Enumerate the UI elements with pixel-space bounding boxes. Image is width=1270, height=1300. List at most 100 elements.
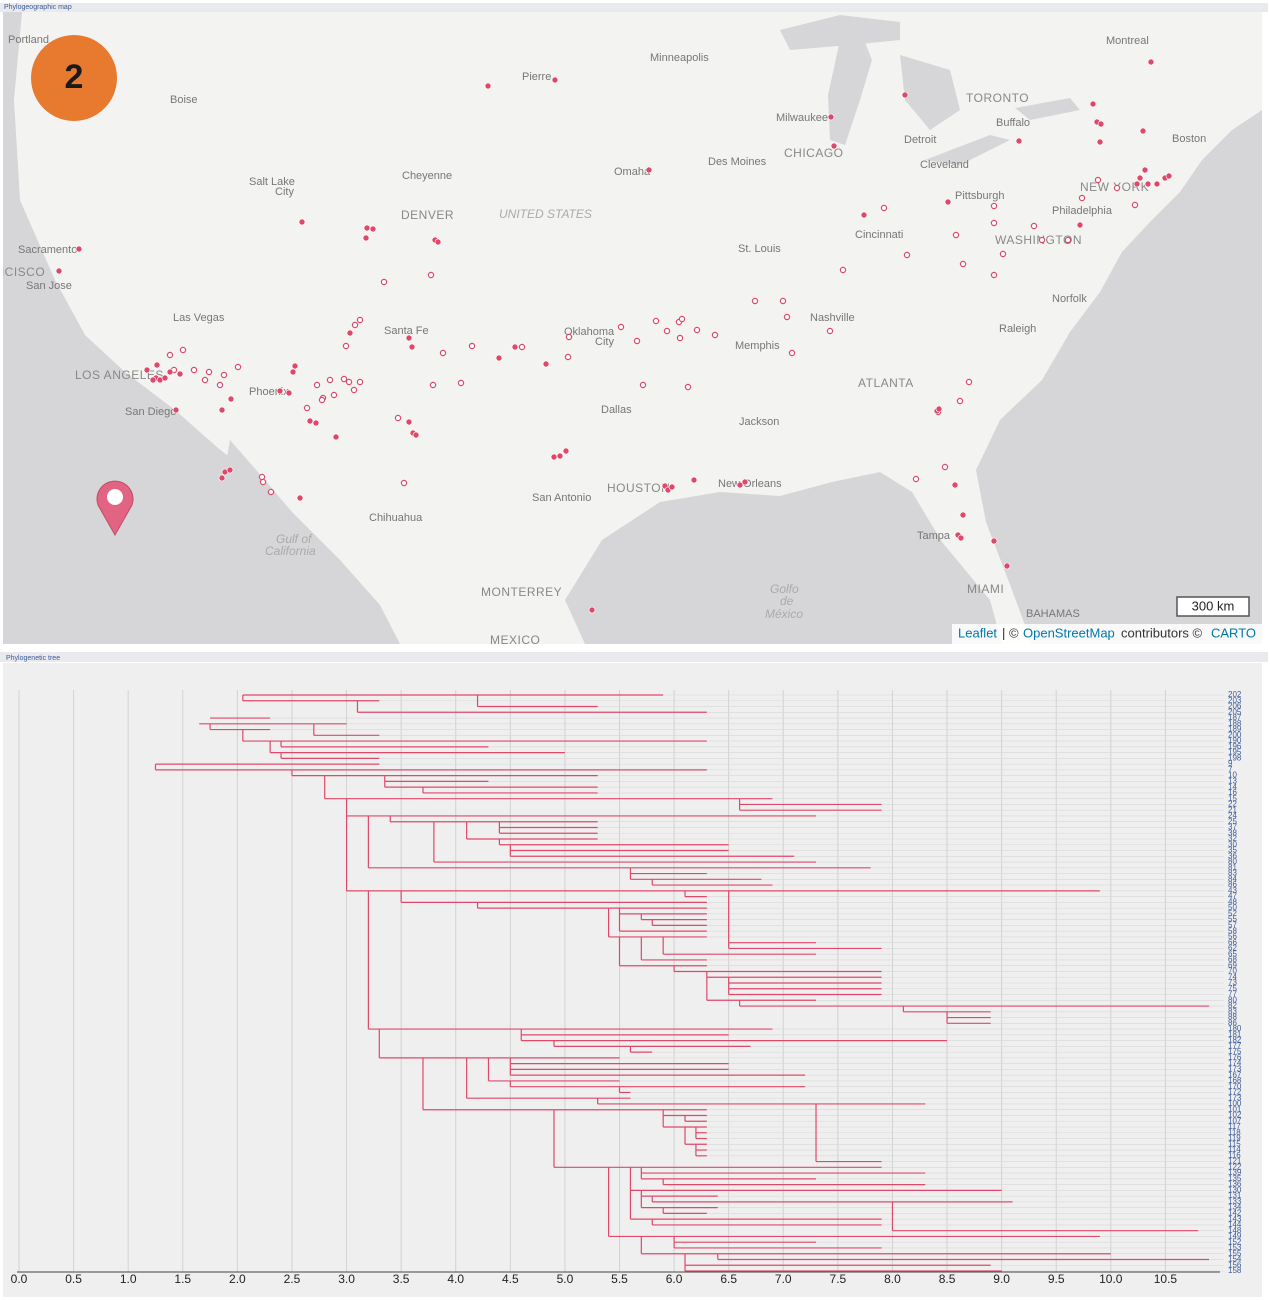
sample-point bbox=[565, 333, 573, 341]
sample-point bbox=[959, 511, 967, 519]
sample-point bbox=[439, 349, 447, 357]
sample-point bbox=[362, 234, 370, 242]
leaf-label: 133 bbox=[1228, 1197, 1242, 1206]
atlantic bbox=[976, 12, 1262, 644]
leaf-label: 68 bbox=[1228, 955, 1237, 964]
city-label: Norfolk bbox=[1052, 293, 1087, 305]
sample-point bbox=[678, 315, 686, 323]
sample-point bbox=[1165, 172, 1173, 180]
sample-point bbox=[351, 321, 359, 329]
sample-point bbox=[830, 142, 838, 150]
city-label: WASHINGTON bbox=[995, 233, 1082, 247]
sample-point bbox=[289, 368, 297, 376]
leaf-label: 9 bbox=[1228, 759, 1233, 768]
sample-point bbox=[952, 231, 960, 239]
x-tick-label: 4.0 bbox=[447, 1272, 464, 1286]
city-label: CHICAGO bbox=[784, 146, 844, 160]
x-tick-label: 3.0 bbox=[338, 1272, 355, 1286]
sample-point bbox=[258, 473, 266, 481]
sample-point bbox=[166, 368, 174, 376]
leaf-label: 173 bbox=[1228, 1093, 1242, 1102]
sample-point bbox=[1089, 100, 1097, 108]
city-label: Tampa bbox=[917, 530, 951, 542]
city-label: Las Vegas bbox=[173, 312, 225, 324]
leaf-label: 176 bbox=[1228, 1053, 1242, 1062]
leaf-label: 198 bbox=[1228, 753, 1242, 762]
sample-point bbox=[652, 317, 660, 325]
sample-point bbox=[218, 406, 226, 414]
leaf-label: 81 bbox=[1228, 863, 1237, 872]
sample-point bbox=[434, 238, 442, 246]
sample-point bbox=[313, 381, 321, 389]
sample-point bbox=[1147, 58, 1155, 66]
carto-link[interactable]: CARTO bbox=[1211, 625, 1256, 640]
city-label: City bbox=[595, 336, 614, 348]
scale-bar bbox=[1176, 596, 1250, 617]
sample-point bbox=[1003, 562, 1011, 570]
leaf-label: 83 bbox=[1228, 869, 1237, 878]
leaf-label: 43 bbox=[1228, 886, 1237, 895]
city-label: Sacramento bbox=[18, 244, 77, 256]
sample-point bbox=[990, 271, 998, 279]
map-pin[interactable] bbox=[96, 480, 134, 537]
x-tick-label: 10.0 bbox=[1099, 1272, 1123, 1286]
sample-point bbox=[332, 433, 340, 441]
sample-point bbox=[205, 368, 213, 376]
leaf-label: 77 bbox=[1228, 990, 1237, 999]
sample-point bbox=[226, 466, 234, 474]
sample-point bbox=[405, 334, 413, 342]
sample-point bbox=[298, 218, 306, 226]
x-tick-label: 2.5 bbox=[284, 1272, 301, 1286]
leaf-label: 174 bbox=[1228, 1059, 1242, 1068]
sample-point bbox=[990, 537, 998, 545]
sample-point bbox=[346, 329, 354, 337]
sample-point bbox=[172, 406, 180, 414]
sample-point bbox=[330, 391, 338, 399]
leaf-label: 158 bbox=[1228, 1266, 1242, 1275]
sample-point bbox=[542, 360, 550, 368]
sample-point bbox=[340, 375, 348, 383]
city-label: BAHAMAS bbox=[1026, 608, 1080, 620]
leaf-label: 144 bbox=[1228, 1220, 1242, 1229]
leaf-label: 86 bbox=[1228, 1018, 1237, 1027]
sample-point bbox=[860, 211, 868, 219]
leaf-label: 206 bbox=[1228, 702, 1242, 711]
x-tick-label: 8.0 bbox=[884, 1272, 901, 1286]
sample-point bbox=[741, 478, 749, 486]
sample-point bbox=[306, 417, 314, 425]
sample-point bbox=[1076, 221, 1084, 229]
sample-point bbox=[990, 219, 998, 227]
map[interactable]: Portland Boise Pierre Minneapolis Montreal Mi… bbox=[0, 12, 1262, 647]
sample-point bbox=[153, 361, 161, 369]
leaf-label: 10 bbox=[1228, 771, 1237, 780]
city-label: San Antonio bbox=[532, 492, 591, 504]
sample-point bbox=[1144, 180, 1152, 188]
sample-point bbox=[291, 362, 299, 370]
city-label: LOS ANGELES bbox=[75, 368, 164, 382]
sample-point bbox=[1094, 176, 1102, 184]
leaf-label: 114 bbox=[1228, 1145, 1241, 1154]
leaf-label: 153 bbox=[1228, 1243, 1242, 1252]
leaf-label: 143 bbox=[1228, 1214, 1242, 1223]
scale-label: 300 km bbox=[1192, 598, 1235, 613]
x-tick-label: 3.5 bbox=[393, 1272, 410, 1286]
sample-point bbox=[551, 76, 559, 84]
city-label: Pierre bbox=[522, 71, 551, 83]
city-label: Portland bbox=[8, 34, 49, 46]
x-tick-label: 5.5 bbox=[611, 1272, 628, 1286]
sample-point bbox=[1038, 236, 1046, 244]
leaflet-link[interactable]: Leaflet bbox=[958, 625, 997, 640]
leaf-label: 188 bbox=[1228, 719, 1242, 728]
leaf-label: 173 bbox=[1228, 1065, 1242, 1074]
leaf-label: 70 bbox=[1228, 967, 1237, 976]
leaf-label: 36 bbox=[1228, 851, 1237, 860]
sample-point bbox=[356, 378, 364, 386]
osm-link[interactable]: OpenStreetMap bbox=[1023, 625, 1115, 640]
city-label: Milwaukee bbox=[776, 112, 828, 124]
sample-point bbox=[779, 297, 787, 305]
x-tick-label: 0.5 bbox=[65, 1272, 82, 1286]
leaf-label: 107 bbox=[1228, 1116, 1242, 1125]
sample-point bbox=[345, 378, 353, 386]
x-tick-label: 9.5 bbox=[1048, 1272, 1065, 1286]
